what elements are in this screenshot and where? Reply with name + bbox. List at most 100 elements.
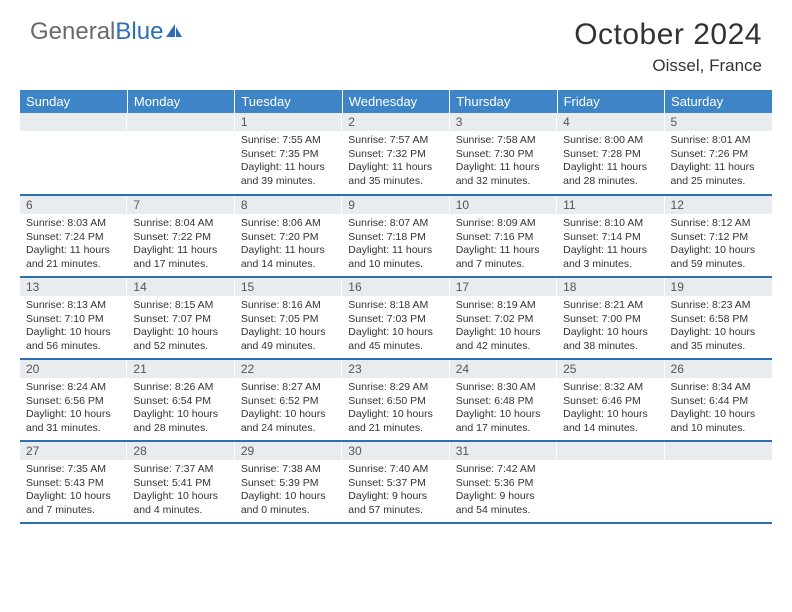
sunset-text: Sunset: 7:10 PM bbox=[26, 313, 121, 327]
logo-text-general: General bbox=[30, 18, 115, 46]
day-number: 29 bbox=[235, 442, 342, 460]
daylight-text: Daylight: 10 hours and 7 minutes. bbox=[26, 490, 121, 517]
calendar-table: SundayMondayTuesdayWednesdayThursdayFrid… bbox=[20, 90, 772, 524]
sunrise-text: Sunrise: 8:06 AM bbox=[241, 217, 336, 231]
day-body: Sunrise: 8:29 AMSunset: 6:50 PMDaylight:… bbox=[342, 378, 449, 438]
sunrise-text: Sunrise: 8:03 AM bbox=[26, 217, 121, 231]
weekday-header: Sunday bbox=[20, 90, 127, 113]
day-number: 30 bbox=[342, 442, 449, 460]
calendar-day-cell: 9Sunrise: 8:07 AMSunset: 7:18 PMDaylight… bbox=[342, 195, 449, 277]
daylight-text: Daylight: 11 hours and 25 minutes. bbox=[671, 161, 766, 188]
day-body: Sunrise: 7:55 AMSunset: 7:35 PMDaylight:… bbox=[235, 131, 342, 191]
daylight-text: Daylight: 10 hours and 31 minutes. bbox=[26, 408, 121, 435]
day-body: Sunrise: 8:13 AMSunset: 7:10 PMDaylight:… bbox=[20, 296, 127, 356]
calendar-day-cell: 31Sunrise: 7:42 AMSunset: 5:36 PMDayligh… bbox=[450, 441, 557, 523]
daylight-text: Daylight: 11 hours and 7 minutes. bbox=[456, 244, 551, 271]
day-number: 2 bbox=[342, 113, 449, 131]
sunset-text: Sunset: 6:48 PM bbox=[456, 395, 551, 409]
daylight-text: Daylight: 10 hours and 21 minutes. bbox=[348, 408, 443, 435]
sunset-text: Sunset: 7:12 PM bbox=[671, 231, 766, 245]
day-number: 8 bbox=[235, 196, 342, 214]
sunset-text: Sunset: 6:54 PM bbox=[133, 395, 228, 409]
day-number: 6 bbox=[20, 196, 127, 214]
calendar-week-row: 1Sunrise: 7:55 AMSunset: 7:35 PMDaylight… bbox=[20, 113, 772, 195]
weekday-header: Saturday bbox=[665, 90, 772, 113]
day-body: Sunrise: 8:18 AMSunset: 7:03 PMDaylight:… bbox=[342, 296, 449, 356]
day-number: 21 bbox=[127, 360, 234, 378]
daylight-text: Daylight: 11 hours and 39 minutes. bbox=[241, 161, 336, 188]
day-number: 17 bbox=[450, 278, 557, 296]
day-number: 5 bbox=[665, 113, 772, 131]
day-body bbox=[20, 131, 127, 181]
calendar-body: 1Sunrise: 7:55 AMSunset: 7:35 PMDaylight… bbox=[20, 113, 772, 523]
calendar-week-row: 20Sunrise: 8:24 AMSunset: 6:56 PMDayligh… bbox=[20, 359, 772, 441]
calendar-day-cell: 26Sunrise: 8:34 AMSunset: 6:44 PMDayligh… bbox=[665, 359, 772, 441]
calendar-day-cell: 22Sunrise: 8:27 AMSunset: 6:52 PMDayligh… bbox=[235, 359, 342, 441]
day-body: Sunrise: 8:15 AMSunset: 7:07 PMDaylight:… bbox=[127, 296, 234, 356]
day-body: Sunrise: 8:01 AMSunset: 7:26 PMDaylight:… bbox=[665, 131, 772, 191]
calendar-day-cell bbox=[127, 113, 234, 195]
sunset-text: Sunset: 6:56 PM bbox=[26, 395, 121, 409]
calendar-day-cell: 25Sunrise: 8:32 AMSunset: 6:46 PMDayligh… bbox=[557, 359, 664, 441]
sunset-text: Sunset: 7:28 PM bbox=[563, 148, 658, 162]
day-body: Sunrise: 8:19 AMSunset: 7:02 PMDaylight:… bbox=[450, 296, 557, 356]
sunset-text: Sunset: 7:24 PM bbox=[26, 231, 121, 245]
daylight-text: Daylight: 9 hours and 57 minutes. bbox=[348, 490, 443, 517]
sunrise-text: Sunrise: 8:18 AM bbox=[348, 299, 443, 313]
daylight-text: Daylight: 10 hours and 4 minutes. bbox=[133, 490, 228, 517]
daylight-text: Daylight: 10 hours and 24 minutes. bbox=[241, 408, 336, 435]
calendar-week-row: 13Sunrise: 8:13 AMSunset: 7:10 PMDayligh… bbox=[20, 277, 772, 359]
weekday-header: Thursday bbox=[450, 90, 557, 113]
sunrise-text: Sunrise: 8:26 AM bbox=[133, 381, 228, 395]
sunrise-text: Sunrise: 7:35 AM bbox=[26, 463, 121, 477]
sunrise-text: Sunrise: 8:29 AM bbox=[348, 381, 443, 395]
day-number: 27 bbox=[20, 442, 127, 460]
sunrise-text: Sunrise: 8:09 AM bbox=[456, 217, 551, 231]
daylight-text: Daylight: 10 hours and 45 minutes. bbox=[348, 326, 443, 353]
sunset-text: Sunset: 6:52 PM bbox=[241, 395, 336, 409]
calendar-day-cell: 30Sunrise: 7:40 AMSunset: 5:37 PMDayligh… bbox=[342, 441, 449, 523]
daylight-text: Daylight: 10 hours and 28 minutes. bbox=[133, 408, 228, 435]
calendar-day-cell: 10Sunrise: 8:09 AMSunset: 7:16 PMDayligh… bbox=[450, 195, 557, 277]
sunrise-text: Sunrise: 8:24 AM bbox=[26, 381, 121, 395]
day-body bbox=[665, 460, 772, 510]
daylight-text: Daylight: 11 hours and 17 minutes. bbox=[133, 244, 228, 271]
day-body: Sunrise: 8:06 AMSunset: 7:20 PMDaylight:… bbox=[235, 214, 342, 274]
calendar-header-row: SundayMondayTuesdayWednesdayThursdayFrid… bbox=[20, 90, 772, 113]
day-number: 25 bbox=[557, 360, 664, 378]
sunset-text: Sunset: 7:26 PM bbox=[671, 148, 766, 162]
day-body: Sunrise: 8:30 AMSunset: 6:48 PMDaylight:… bbox=[450, 378, 557, 438]
calendar-day-cell: 14Sunrise: 8:15 AMSunset: 7:07 PMDayligh… bbox=[127, 277, 234, 359]
daylight-text: Daylight: 11 hours and 10 minutes. bbox=[348, 244, 443, 271]
calendar-day-cell: 23Sunrise: 8:29 AMSunset: 6:50 PMDayligh… bbox=[342, 359, 449, 441]
day-number: 19 bbox=[665, 278, 772, 296]
sunset-text: Sunset: 6:58 PM bbox=[671, 313, 766, 327]
calendar-day-cell: 6Sunrise: 8:03 AMSunset: 7:24 PMDaylight… bbox=[20, 195, 127, 277]
sunrise-text: Sunrise: 8:27 AM bbox=[241, 381, 336, 395]
day-body: Sunrise: 7:37 AMSunset: 5:41 PMDaylight:… bbox=[127, 460, 234, 520]
calendar-day-cell: 7Sunrise: 8:04 AMSunset: 7:22 PMDaylight… bbox=[127, 195, 234, 277]
sunset-text: Sunset: 7:16 PM bbox=[456, 231, 551, 245]
day-number: 28 bbox=[127, 442, 234, 460]
sunrise-text: Sunrise: 7:55 AM bbox=[241, 134, 336, 148]
daylight-text: Daylight: 11 hours and 28 minutes. bbox=[563, 161, 658, 188]
calendar-day-cell: 5Sunrise: 8:01 AMSunset: 7:26 PMDaylight… bbox=[665, 113, 772, 195]
day-body: Sunrise: 8:07 AMSunset: 7:18 PMDaylight:… bbox=[342, 214, 449, 274]
day-number bbox=[20, 113, 127, 131]
day-number: 4 bbox=[557, 113, 664, 131]
day-number: 13 bbox=[20, 278, 127, 296]
sunrise-text: Sunrise: 7:40 AM bbox=[348, 463, 443, 477]
weekday-header: Friday bbox=[557, 90, 664, 113]
calendar-day-cell: 13Sunrise: 8:13 AMSunset: 7:10 PMDayligh… bbox=[20, 277, 127, 359]
day-body: Sunrise: 8:04 AMSunset: 7:22 PMDaylight:… bbox=[127, 214, 234, 274]
daylight-text: Daylight: 11 hours and 3 minutes. bbox=[563, 244, 658, 271]
sunrise-text: Sunrise: 8:04 AM bbox=[133, 217, 228, 231]
day-number: 11 bbox=[557, 196, 664, 214]
day-body: Sunrise: 8:26 AMSunset: 6:54 PMDaylight:… bbox=[127, 378, 234, 438]
sunset-text: Sunset: 7:00 PM bbox=[563, 313, 658, 327]
day-body: Sunrise: 7:42 AMSunset: 5:36 PMDaylight:… bbox=[450, 460, 557, 520]
sunrise-text: Sunrise: 8:13 AM bbox=[26, 299, 121, 313]
day-body bbox=[557, 460, 664, 510]
sunset-text: Sunset: 7:03 PM bbox=[348, 313, 443, 327]
daylight-text: Daylight: 10 hours and 49 minutes. bbox=[241, 326, 336, 353]
